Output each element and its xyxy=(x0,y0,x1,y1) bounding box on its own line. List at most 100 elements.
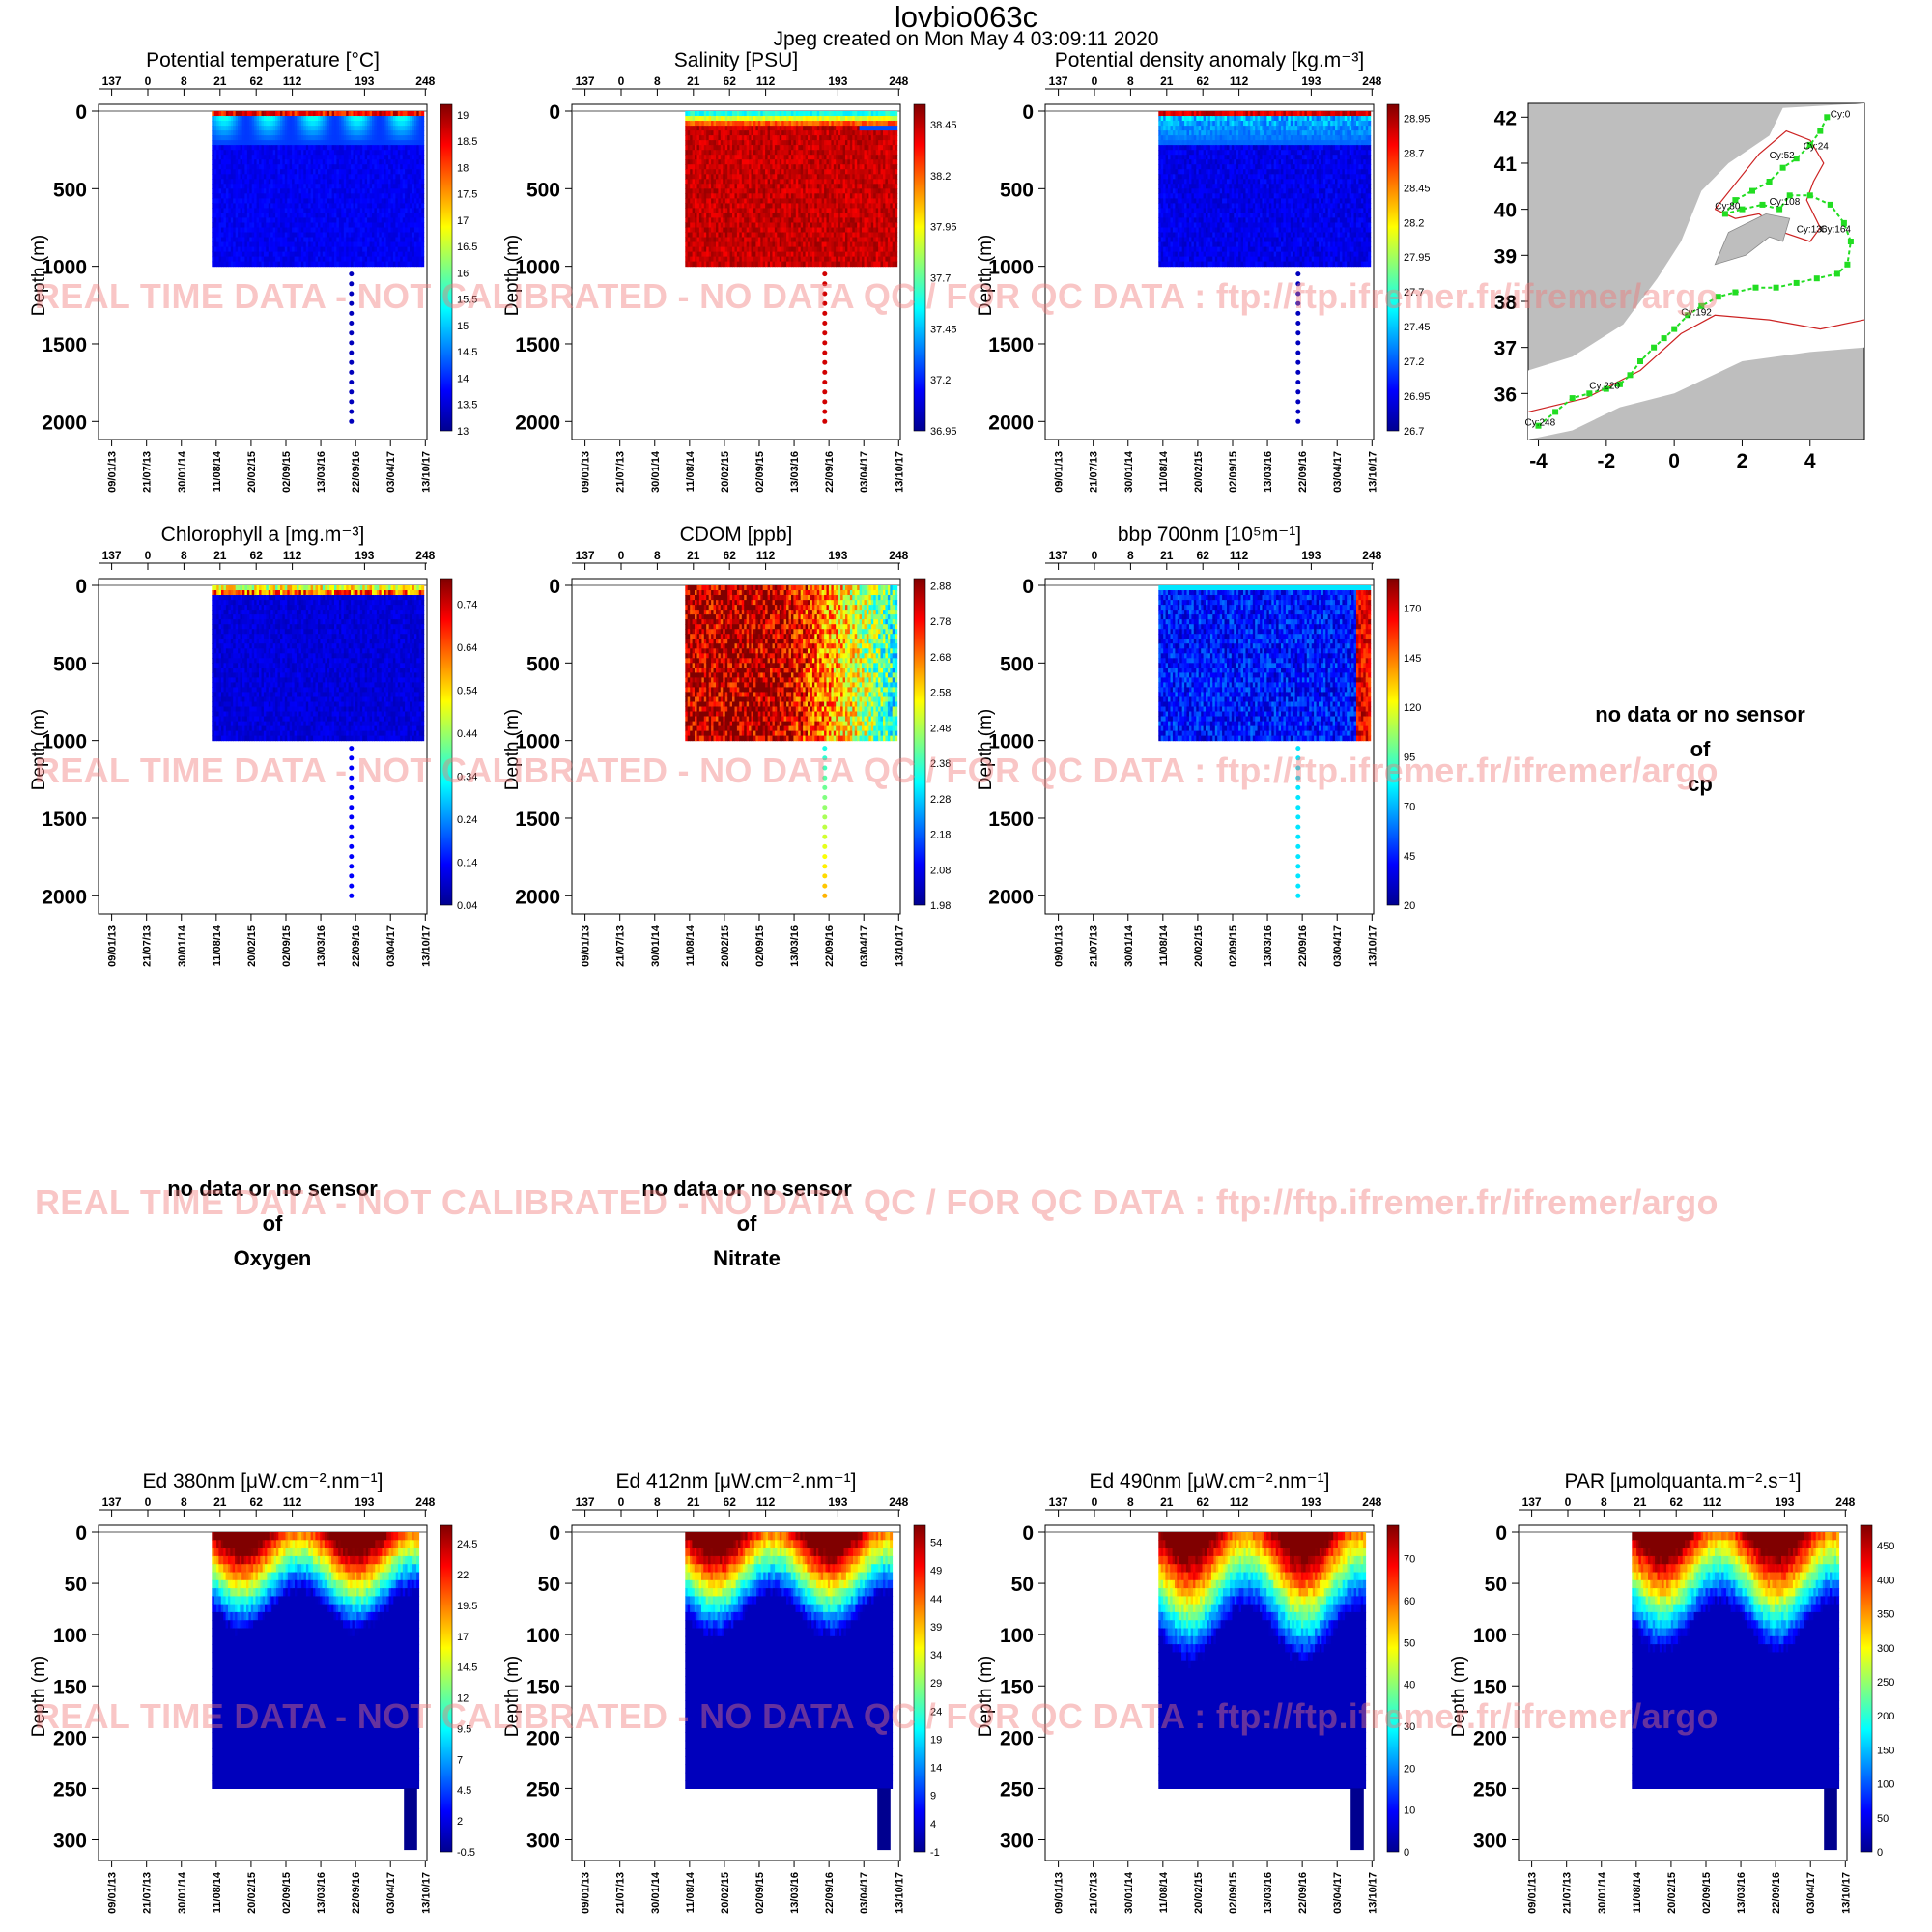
heatmap-cell xyxy=(357,251,361,258)
heatmap-cell xyxy=(364,222,368,229)
heatmap-cell xyxy=(329,179,333,185)
heatmap-cell xyxy=(374,111,378,117)
heatmap-cell xyxy=(289,246,293,253)
heatmap-cell xyxy=(359,111,363,117)
heatmap-cell xyxy=(353,188,356,194)
heatmap-cell xyxy=(379,222,383,229)
heatmap-cell xyxy=(353,246,356,253)
heatmap-cell xyxy=(289,213,293,218)
heatmap-cell xyxy=(348,116,352,122)
heatmap-cell xyxy=(376,179,380,185)
heatmap-cell xyxy=(221,188,224,194)
heatmap-cell xyxy=(313,198,317,204)
heatmap-cell xyxy=(251,174,255,180)
heatmap-cell xyxy=(402,159,406,165)
heatmap-cell xyxy=(310,227,314,234)
heatmap-cell xyxy=(256,251,260,258)
heatmap-cell xyxy=(703,251,707,258)
heatmap-cell xyxy=(687,217,691,223)
heatmap-cell xyxy=(372,237,375,243)
heatmap-cell xyxy=(313,145,317,151)
heatmap-cell xyxy=(384,237,387,243)
heatmap-cell xyxy=(384,126,387,131)
heatmap-cell xyxy=(318,188,321,194)
heatmap-cell xyxy=(266,198,270,204)
heatmap-cell xyxy=(413,145,417,151)
heatmap-cell xyxy=(246,203,250,209)
heatmap-cell xyxy=(331,213,335,218)
heatmap-cell xyxy=(331,169,335,175)
heatmap-cell xyxy=(348,222,352,229)
heatmap-cell xyxy=(407,145,411,151)
heatmap-cell xyxy=(329,227,333,234)
heatmap-cell xyxy=(230,140,234,146)
heatmap-cell xyxy=(212,227,215,234)
heatmap-cell xyxy=(289,116,293,122)
heatmap-cell xyxy=(359,208,363,213)
heatmap-cell xyxy=(298,169,302,175)
heatmap-cell xyxy=(268,222,271,229)
heatmap-cell xyxy=(315,242,319,248)
heatmap-cell xyxy=(698,246,702,253)
heatmap-cell xyxy=(395,159,399,165)
heatmap-cell xyxy=(313,140,317,146)
heatmap-cell xyxy=(701,203,705,209)
heatmap-cell xyxy=(413,121,417,127)
heatmap-cell xyxy=(357,145,361,151)
heatmap-cell xyxy=(376,155,380,160)
heatmap-cell xyxy=(240,140,243,146)
heatmap-cell xyxy=(320,193,324,199)
heatmap-cell xyxy=(225,203,229,209)
heatmap-cell xyxy=(338,111,342,117)
heatmap-cell xyxy=(261,261,265,268)
heatmap-cell xyxy=(263,164,267,170)
heatmap-cell xyxy=(318,237,321,243)
heatmap-cell xyxy=(230,256,234,263)
heatmap-cell xyxy=(287,256,291,263)
heatmap-cell xyxy=(327,159,330,165)
heatmap-cell xyxy=(228,203,232,209)
heatmap-cell xyxy=(294,140,298,146)
heatmap-cell xyxy=(218,140,222,146)
heatmap-cell xyxy=(353,242,356,248)
heatmap-cell xyxy=(392,246,396,253)
heatmap-cell xyxy=(346,150,350,156)
heatmap-cell xyxy=(327,150,330,156)
heatmap-cell xyxy=(364,213,368,218)
heatmap-cell xyxy=(405,242,409,248)
heatmap-cell xyxy=(266,193,270,199)
heatmap-cell xyxy=(369,164,373,170)
heatmap-cell xyxy=(695,203,697,209)
heatmap-cell xyxy=(376,159,380,165)
heatmap-cell xyxy=(244,232,248,239)
heatmap-cell xyxy=(225,130,229,136)
heatmap-cell xyxy=(690,222,694,229)
heatmap-cell xyxy=(256,242,260,248)
heatmap-cell xyxy=(261,217,265,223)
heatmap-cell xyxy=(331,155,335,160)
heatmap-cell xyxy=(412,193,415,199)
heatmap-cell xyxy=(238,155,242,160)
heatmap-cell xyxy=(336,193,340,199)
heatmap-cell xyxy=(315,150,319,156)
heatmap-cell xyxy=(400,159,404,165)
heatmap-cell xyxy=(369,246,373,253)
heatmap-cell xyxy=(284,116,288,122)
heatmap-cell xyxy=(256,213,260,218)
colorbar xyxy=(440,103,453,432)
heatmap-cell xyxy=(402,111,406,117)
heatmap-cell xyxy=(367,198,371,204)
heatmap-cell xyxy=(421,130,425,136)
heatmap-cell xyxy=(233,155,237,160)
heatmap-cell xyxy=(275,232,279,239)
heatmap-cell xyxy=(230,203,234,209)
heatmap-cell xyxy=(400,208,404,213)
heatmap-cell xyxy=(690,159,694,165)
heatmap-cell xyxy=(268,126,271,131)
heatmap-cell xyxy=(706,179,710,185)
heatmap-cell xyxy=(244,237,248,243)
heatmap-cell xyxy=(385,208,389,213)
heatmap-cell xyxy=(701,179,705,185)
heatmap-cell xyxy=(410,256,412,263)
heatmap-cell xyxy=(413,150,417,156)
